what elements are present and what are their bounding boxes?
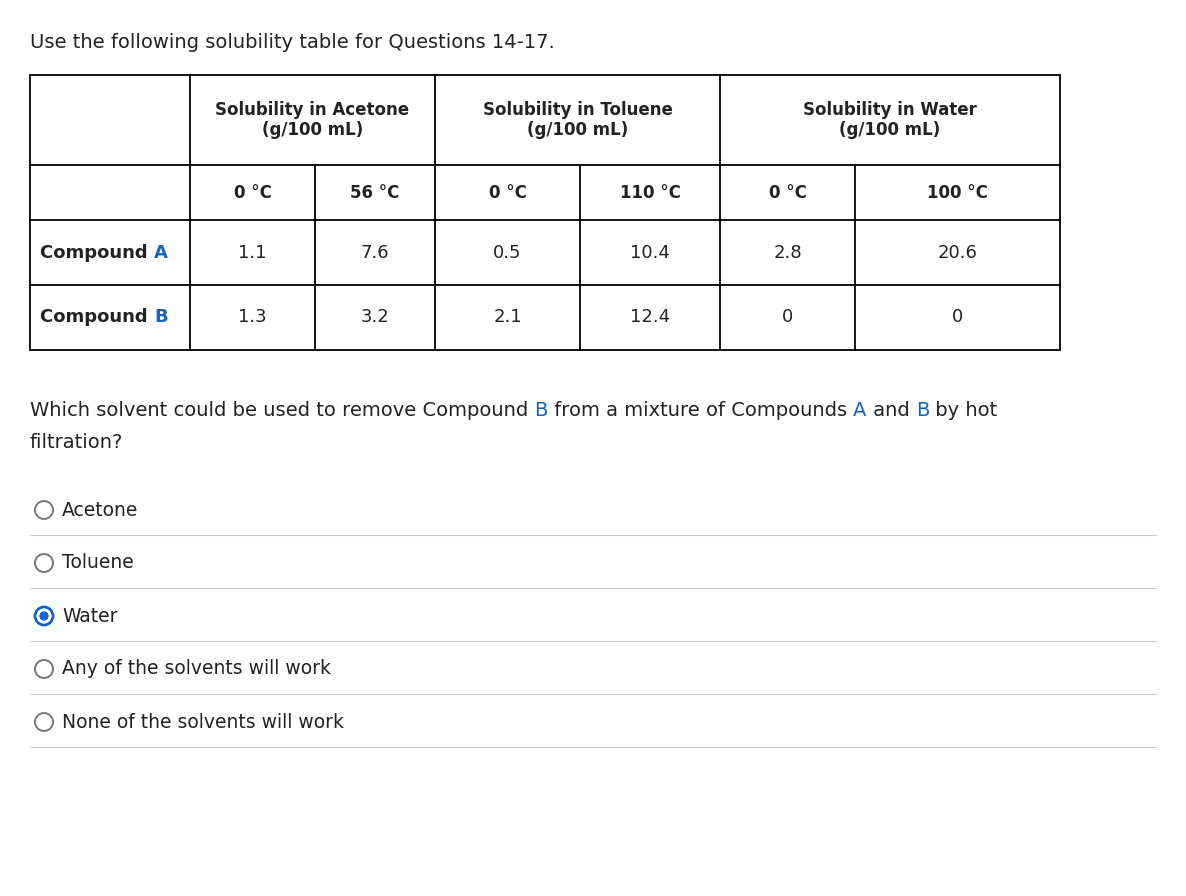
Text: A: A	[853, 401, 867, 419]
Text: 0 °C: 0 °C	[489, 184, 527, 202]
Text: Which solvent could be used to remove Compound: Which solvent could be used to remove Co…	[30, 401, 535, 419]
Text: 10.4: 10.4	[630, 244, 670, 262]
Text: 12.4: 12.4	[630, 308, 670, 326]
Text: 0: 0	[952, 308, 963, 326]
Text: Any of the solvents will work: Any of the solvents will work	[62, 659, 331, 678]
Text: by hot: by hot	[929, 401, 997, 419]
Text: 1.1: 1.1	[238, 244, 267, 262]
Text: 20.6: 20.6	[938, 244, 977, 262]
Text: 0 °C: 0 °C	[234, 184, 272, 202]
Text: Solubility in Acetone
(g/100 mL): Solubility in Acetone (g/100 mL)	[216, 100, 409, 140]
Text: Water: Water	[62, 607, 117, 625]
Text: 1.3: 1.3	[238, 308, 267, 326]
Text: and: and	[867, 401, 916, 419]
Text: from a mixture of Compounds: from a mixture of Compounds	[548, 401, 853, 419]
Text: B: B	[154, 308, 167, 326]
Text: Compound: Compound	[40, 244, 154, 262]
Text: Toluene: Toluene	[62, 554, 134, 573]
Text: B: B	[535, 401, 548, 419]
Text: A: A	[154, 244, 167, 262]
Text: 110 °C: 110 °C	[619, 184, 681, 202]
Text: Solubility in Toluene
(g/100 mL): Solubility in Toluene (g/100 mL)	[483, 100, 672, 140]
Text: B: B	[916, 401, 929, 419]
Text: Use the following solubility table for Questions 14-17.: Use the following solubility table for Q…	[30, 32, 555, 51]
Text: 0.5: 0.5	[493, 244, 522, 262]
Text: 100 °C: 100 °C	[927, 184, 988, 202]
Text: 2.8: 2.8	[773, 244, 802, 262]
Text: 2.1: 2.1	[493, 308, 522, 326]
Circle shape	[39, 611, 49, 621]
Text: None of the solvents will work: None of the solvents will work	[62, 712, 344, 731]
Text: 0 °C: 0 °C	[769, 184, 806, 202]
Text: Solubility in Water
(g/100 mL): Solubility in Water (g/100 mL)	[803, 100, 977, 140]
Text: 7.6: 7.6	[361, 244, 389, 262]
Text: 0: 0	[782, 308, 793, 326]
Bar	[30, 75, 1060, 350]
Text: Acetone: Acetone	[62, 501, 139, 520]
Text: filtration?: filtration?	[30, 434, 123, 452]
Text: Compound: Compound	[40, 308, 154, 326]
Text: 56 °C: 56 °C	[350, 184, 400, 202]
Text: 3.2: 3.2	[361, 308, 389, 326]
